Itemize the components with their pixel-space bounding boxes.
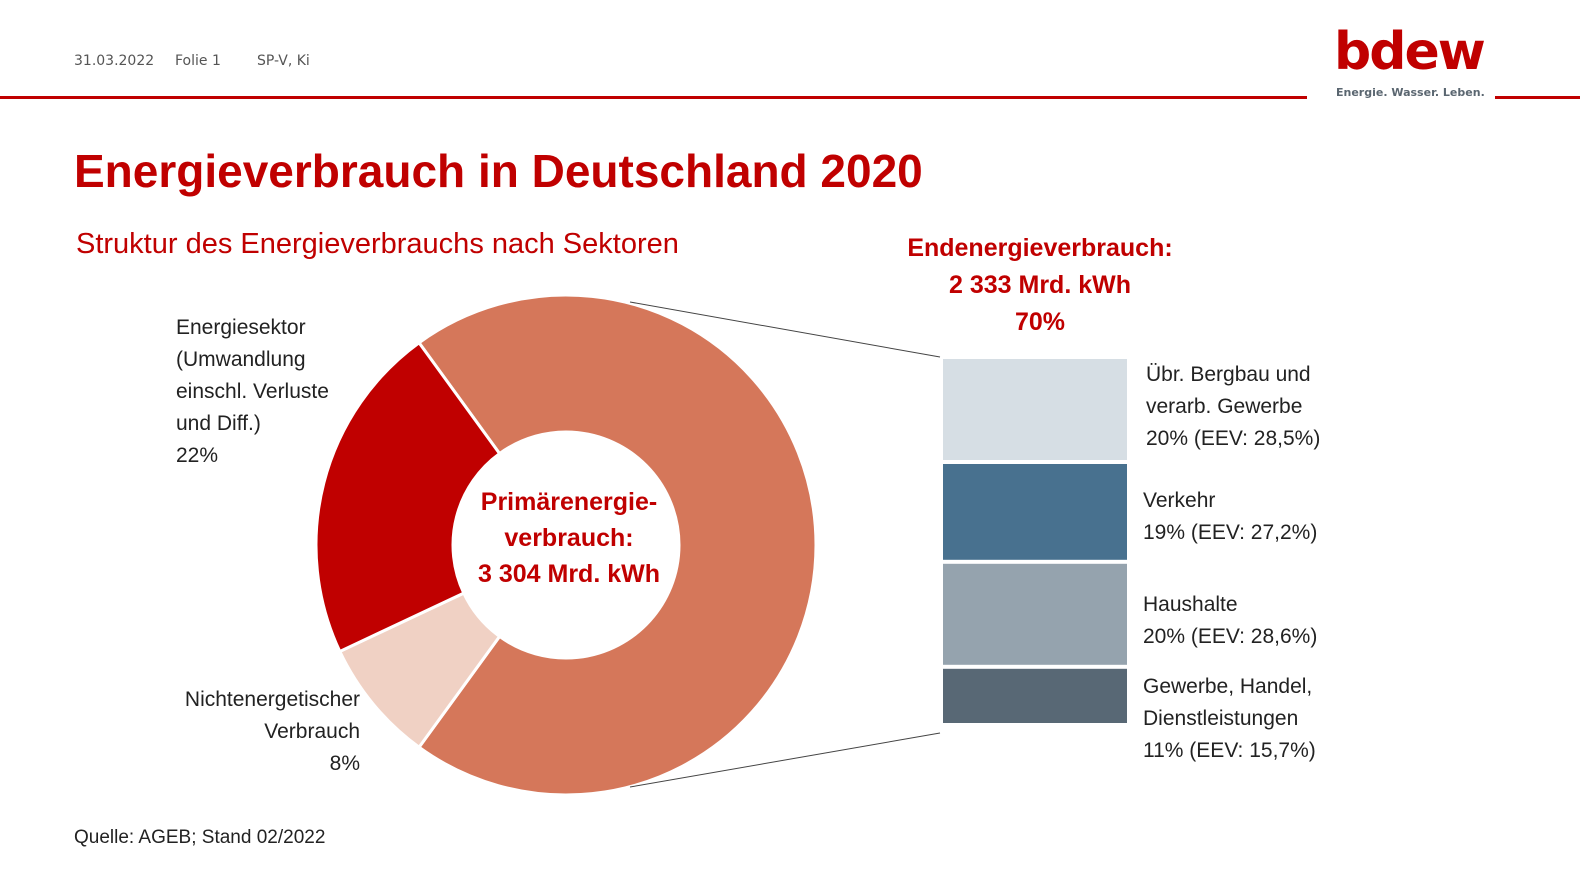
- eev-title-line: 70%: [1014, 308, 1066, 336]
- page-title: Energieverbrauch in Deutschland 2020: [74, 145, 923, 197]
- bar-segment-2: [943, 563, 1127, 665]
- donut-center-label-line: Primärenergie-: [480, 488, 658, 516]
- donut-center-label-line: 3 304 Mrd. kWh: [478, 560, 660, 588]
- donut-slice-2: [314, 340, 502, 654]
- header-rule-right: [1495, 96, 1580, 99]
- donut-center-label: Primärenergie-verbrauch: 3 304 Mrd. kWh: [456, 484, 682, 592]
- header-slide-number: Folie 1: [175, 53, 221, 69]
- bar-segment-3: [943, 668, 1127, 723]
- bar-label-bergbau: Übr. Bergbau und verarb. Gewerbe 20% (EE…: [1146, 363, 1321, 450]
- logo-tagline: Energie. Wasser. Leben.: [1336, 86, 1485, 99]
- bar-label-haushalte: Haushalte 20% (EEV: 28,6%): [1143, 593, 1318, 648]
- page-subtitle: Struktur des Energieverbrauchs nach Sekt…: [76, 228, 679, 260]
- header-date: 31.03.2022: [74, 53, 155, 69]
- bar-segment-1: [943, 464, 1127, 560]
- bar-label-ghd: Gewerbe, Handel, Dienstleistungen 11% (E…: [1143, 675, 1316, 762]
- donut-center-label-line: verbrauch:: [504, 524, 634, 552]
- connector-line-bottom: [629, 732, 941, 788]
- source-note: Quelle: AGEB; Stand 02/2022: [74, 827, 326, 848]
- bar-label-verkehr: Verkehr 19% (EEV: 27,2%): [1143, 489, 1318, 544]
- eev-title-line: Endenergieverbrauch:: [907, 234, 1173, 262]
- donut-slice-0: [416, 293, 818, 797]
- label-energiesektor: Energiesektor (Umwandlung einschl. Verlu…: [176, 316, 329, 467]
- header-author: SP-V, Ki: [257, 53, 310, 69]
- label-nichtenergetisch: Nichtenergetischer Verbrauch 8%: [184, 688, 360, 775]
- bar-segment-0: [943, 359, 1127, 460]
- eev-title-line: 2 333 Mrd. kWh: [949, 271, 1131, 299]
- eev-title: Endenergieverbrauch: 2 333 Mrd. kWh 70%: [880, 230, 1200, 341]
- connector-line-top: [629, 301, 941, 358]
- bdew-logo: bdew: [1334, 22, 1486, 82]
- header-rule-left: [0, 96, 1307, 99]
